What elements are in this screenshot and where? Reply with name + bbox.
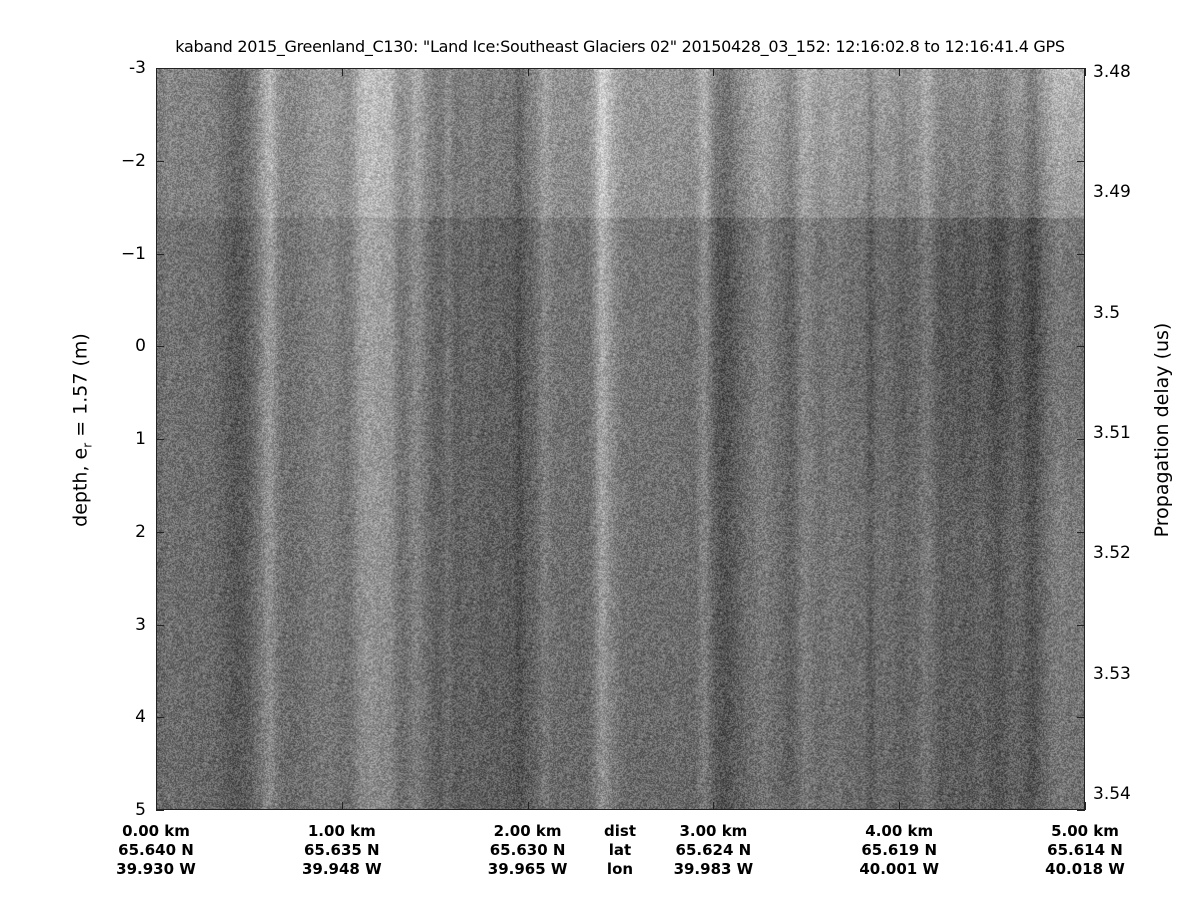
y-axis-label-right: Propagation delay (us)	[1151, 322, 1173, 538]
x-tick-lon: 39.983 W	[673, 860, 754, 878]
x-tick-label-column: 2.00 km 65.630 N 39.965 W	[488, 822, 568, 879]
x-tick-mark-top	[1085, 68, 1086, 76]
y-tick-right-mark-minor	[1077, 717, 1085, 719]
y-tick-left-label: 0	[135, 336, 146, 357]
x-tick-mark	[156, 802, 157, 810]
y-tick-left-label: 3	[135, 614, 146, 635]
x-tick-mark-top	[341, 68, 343, 76]
x-tick-lon: 40.018 W	[1045, 860, 1125, 878]
lon-row-label: lon	[606, 860, 634, 878]
y-tick-left-mark	[156, 810, 164, 811]
y-tick-left-mark	[156, 439, 164, 440]
x-tick-mark	[713, 802, 715, 810]
x-tick-label-column: 0.00 km 65.640 N 39.930 W	[116, 822, 196, 879]
y-tick-right-mark-minor	[1077, 346, 1085, 348]
x-tick-mark	[899, 802, 901, 810]
y-tick-left-label: 2	[135, 521, 146, 542]
y-tick-right-label: 3.48	[1093, 61, 1131, 82]
y-tick-right-mark-minor	[1077, 531, 1085, 533]
y-tick-left-label: 4	[135, 707, 146, 728]
x-tick-lon: 39.930 W	[116, 860, 196, 878]
x-tick-mark-top	[156, 68, 157, 76]
x-tick-lon: 39.948 W	[301, 860, 382, 878]
y-tick-left-label: 5	[135, 800, 146, 820]
y-tick-right-mark-minor	[1077, 160, 1085, 162]
y-tick-left-mark	[156, 68, 164, 69]
x-tick-dist: 3.00 km	[679, 822, 748, 840]
x-tick-dist: 0.00 km	[122, 822, 190, 840]
y-label-main: depth, e	[69, 447, 92, 527]
x-tick-lat: 65.630 N	[489, 841, 566, 859]
y-tick-left-label: −2	[120, 150, 146, 171]
y-tick-left-label: 1	[135, 429, 146, 449]
x-tick-lon: 39.965 W	[487, 860, 568, 878]
chart-title: kaband 2015_Greenland_C130: "Land Ice:So…	[175, 37, 1065, 56]
y-tick-right-mark-minor	[1077, 624, 1085, 626]
y-tick-left-mark	[156, 717, 164, 719]
x-tick-lat: 65.640 N	[118, 841, 194, 859]
x-tick-dist: 1.00 km	[307, 822, 376, 840]
x-tick-label-column: 5.00 km 65.614 N 40.018 W	[1045, 822, 1125, 879]
x-tick-lat: 65.624 N	[675, 841, 752, 859]
x-tick-lon: 40.001 W	[859, 860, 940, 878]
echogram-plot-area	[156, 68, 1085, 810]
y-tick-left-mark	[156, 253, 164, 255]
y-tick-right-mark-minor	[1077, 68, 1085, 69]
y-tick-left-label: -3	[129, 58, 146, 78]
x-tick-lat: 65.635 N	[303, 841, 380, 859]
x-tick-lat: 65.619 N	[861, 841, 938, 859]
y-tick-right-label: 3.54	[1093, 784, 1131, 805]
y-tick-right-label: 3.51	[1093, 422, 1131, 443]
y-tick-right-mark-minor	[1077, 439, 1085, 440]
y-tick-right-label: 3.5	[1093, 302, 1121, 323]
x-tick-mark-top	[713, 68, 715, 76]
x-tick-dist: 5.00 km	[1051, 822, 1119, 840]
x-tick-label-column: 3.00 km 65.624 N 39.983 W	[674, 822, 754, 879]
y-tick-left-mark	[156, 160, 164, 162]
x-tick-mark	[341, 802, 343, 810]
x-row-labels: dist lat lon	[604, 822, 636, 879]
x-tick-mark-top	[899, 68, 901, 76]
x-tick-mark	[527, 802, 529, 810]
y-tick-right-label: 3.53	[1093, 663, 1131, 684]
x-tick-label-column: 4.00 km 65.619 N 40.001 W	[859, 822, 939, 879]
echogram-image	[157, 69, 1084, 809]
y-tick-right-label: 3.52	[1093, 543, 1131, 564]
x-tick-dist: 4.00 km	[865, 822, 934, 840]
x-tick-dist: 2.00 km	[493, 822, 562, 840]
lat-row-label: lat	[608, 841, 632, 859]
x-tick-mark-top	[527, 68, 529, 76]
y-tick-right-mark-minor	[1077, 253, 1085, 255]
y-tick-left-mark	[156, 531, 164, 533]
x-tick-label-column: 1.00 km 65.635 N 39.948 W	[302, 822, 382, 879]
y-tick-right-label: 3.49	[1093, 182, 1131, 203]
x-tick-mark	[1085, 802, 1086, 810]
y-axis-label-left: depth, er = 1.57 (m)	[70, 320, 95, 540]
dist-row-label: dist	[604, 822, 636, 840]
y-tick-left-mark	[156, 346, 164, 348]
y-tick-left-mark	[156, 624, 164, 626]
y-tick-left-label: −1	[120, 243, 146, 264]
y-tick-right-mark-minor	[1077, 810, 1085, 811]
y-label-rest: = 1.57 (m)	[69, 333, 92, 443]
y-label-sub: r	[80, 442, 95, 448]
x-tick-lat: 65.614 N	[1047, 841, 1123, 859]
